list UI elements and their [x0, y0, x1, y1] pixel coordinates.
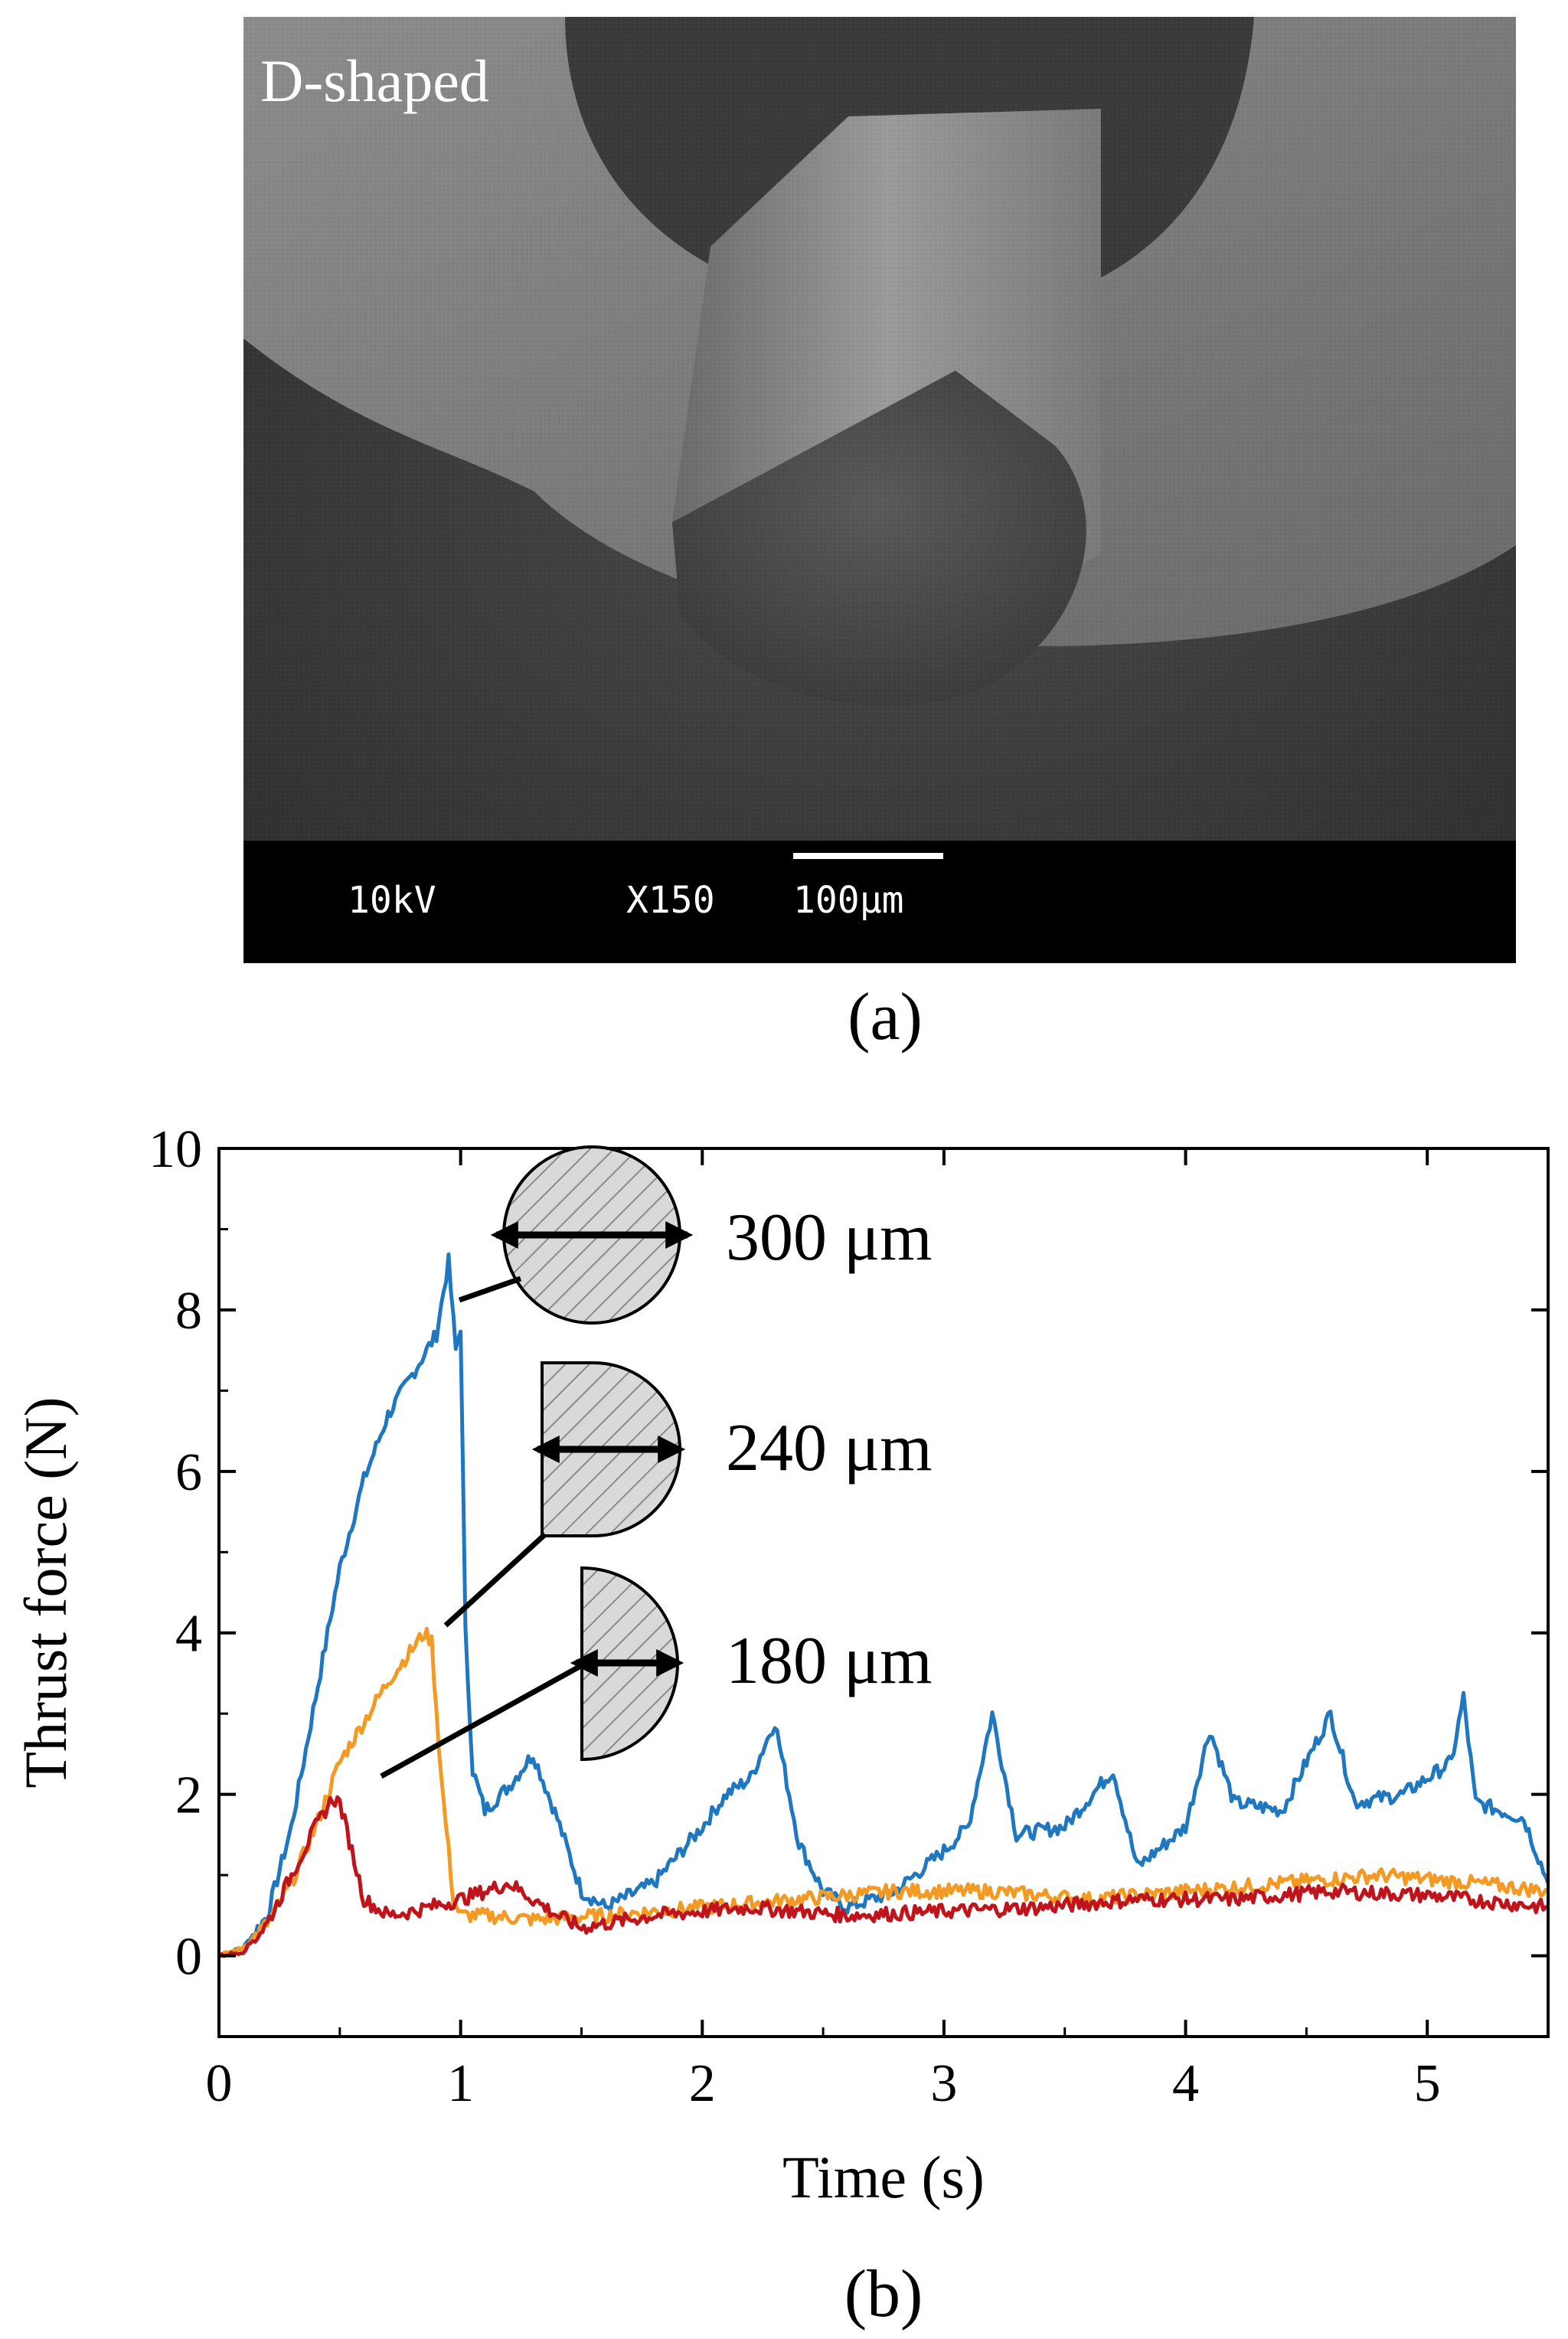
thrust-force-chart: 0 1 2 3 4 5 0 2 4 6 8 10 300 μm 240 μm 180 μm Time … — [12, 1120, 1550, 2331]
sem-texture — [243, 17, 1516, 841]
series-group — [219, 1252, 1548, 1959]
ticks-group: 0 1 2 3 4 5 0 2 4 6 8 10 — [149, 1120, 1548, 2113]
y-tick-label: 0 — [175, 1928, 202, 1987]
annotation-240-label: 240 μm — [726, 1411, 933, 1485]
leader-line-300 — [458, 1276, 522, 1303]
y-tick-label: 6 — [175, 1443, 202, 1502]
leader-line-180 — [380, 1661, 585, 1779]
sem-voltage: 10kV — [348, 879, 436, 922]
series-line-2 — [219, 1626, 1548, 1959]
sem-image: D-shaped 10kV X150 100μm — [243, 17, 1516, 963]
sem-label: D-shaped — [260, 47, 489, 114]
y-tick-label: 10 — [149, 1120, 202, 1179]
annotation-180-label: 180 μm — [726, 1624, 933, 1698]
sem-magnification: X150 — [626, 879, 715, 922]
sem-image-panel: D-shaped 10kV X150 100μm — [243, 17, 1516, 963]
plot-frame — [217, 1147, 1550, 2038]
y-tick-label: 2 — [175, 1766, 202, 1825]
y-axis-label: Thrust force (N) — [12, 1397, 79, 1788]
y-tick-label: 8 — [175, 1282, 202, 1341]
series-line-1 — [219, 1252, 1548, 1958]
sem-scale-bar — [793, 853, 943, 859]
leader-line-240 — [443, 1532, 547, 1628]
caption-b: (b) — [844, 2257, 923, 2331]
x-tick-label: 3 — [930, 2054, 957, 2113]
y-tick-label: 4 — [175, 1605, 202, 1664]
x-tick-label: 0 — [206, 2054, 233, 2113]
caption-a: (a) — [848, 980, 923, 1054]
x-tick-label: 1 — [447, 2054, 474, 2113]
annotation-300-label: 300 μm — [726, 1201, 933, 1275]
sem-info-bar — [243, 841, 1516, 963]
x-tick-label: 5 — [1414, 2054, 1441, 2113]
chart-panel: 0 1 2 3 4 5 0 2 4 6 8 10 300 μm 240 μm 180 μm Time … — [0, 1095, 1568, 2331]
x-axis-label: Time (s) — [782, 2144, 985, 2210]
annotation-group: 300 μm 240 μm 180 μm — [380, 1145, 933, 1779]
sem-scale-label: 100μm — [793, 879, 904, 922]
series-line-3 — [219, 1795, 1548, 1958]
x-tick-label: 2 — [689, 2054, 716, 2113]
x-tick-label: 4 — [1172, 2054, 1199, 2113]
